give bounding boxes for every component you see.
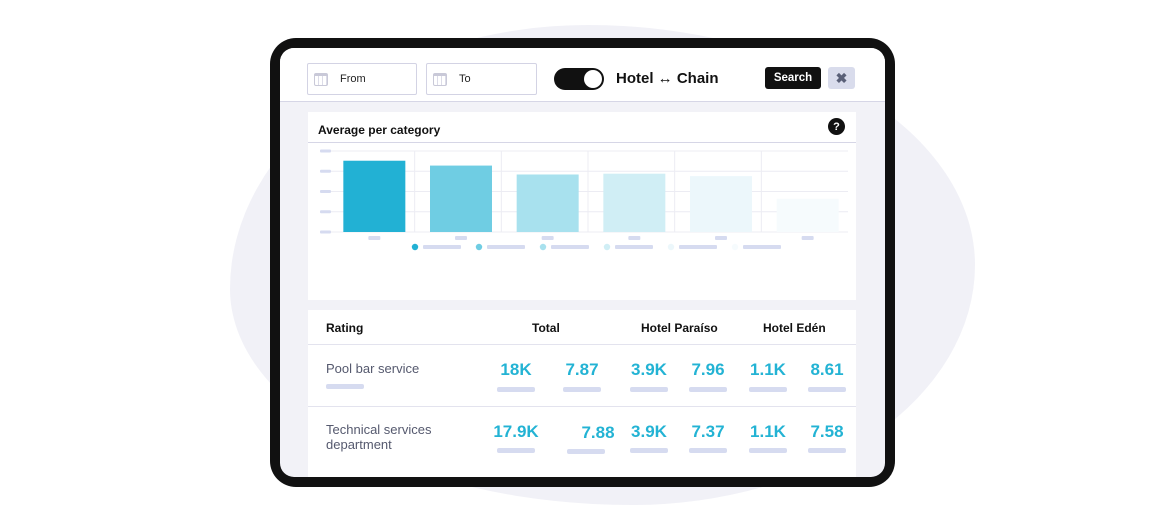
total-count: 17.9K: [493, 422, 539, 441]
y-tick-label-placeholder: [320, 149, 331, 153]
value-placeholder-bar: [563, 387, 601, 392]
row-label: Technical services department: [326, 422, 432, 452]
value-placeholder-bar: [808, 448, 846, 453]
total-count: 18K: [500, 360, 532, 379]
legend-dot: [667, 243, 675, 251]
column-header-hotel-paraiso: Hotel Paraíso: [641, 321, 718, 335]
x-tick-label-placeholder: [801, 236, 814, 240]
legend-label-placeholder: [423, 245, 461, 249]
hotel-paraiso-count: 3.9K: [631, 422, 667, 441]
hotel-eden-count: 1.1K: [750, 360, 786, 379]
y-tick-label-placeholder: [320, 230, 331, 234]
toggle-label: Hotel ↔ Chain: [616, 70, 719, 87]
chart-bar: [516, 174, 579, 232]
legend-label-placeholder: [615, 245, 653, 249]
chart-bar: [343, 160, 406, 232]
hotel-eden-average: 8.61: [810, 360, 844, 379]
search-button[interactable]: Search: [765, 67, 821, 89]
legend-dot: [731, 243, 739, 251]
ratings-table: Rating Total Hotel Paraíso Hotel Edén Po…: [308, 310, 856, 477]
hotel-eden-average: 7.58: [810, 422, 844, 441]
filter-bar: From To Hotel ↔ Chain Search ✖: [280, 48, 885, 102]
close-icon[interactable]: ✖: [828, 67, 855, 89]
chart-title: Average per category: [318, 123, 441, 137]
legend-dot: [411, 243, 419, 251]
hotel-paraiso-average: 7.37: [691, 422, 725, 441]
x-tick-label-placeholder: [455, 236, 467, 240]
chart-bar: [776, 198, 839, 232]
from-date-field[interactable]: From: [307, 63, 417, 95]
divider: [308, 142, 856, 143]
chart-card: Average per category ?: [308, 112, 856, 300]
from-date-placeholder: From: [340, 73, 366, 85]
column-header-hotel-eden: Hotel Edén: [763, 321, 826, 335]
to-date-field[interactable]: To: [426, 63, 537, 95]
legend-label-placeholder: [743, 245, 781, 249]
label-placeholder-bar: [326, 384, 364, 389]
legend-dot: [475, 243, 483, 251]
value-placeholder-bar: [689, 387, 727, 392]
x-tick-label-placeholder: [628, 236, 641, 240]
x-tick-label-placeholder: [715, 236, 727, 240]
tablet-screen: From To Hotel ↔ Chain Search ✖ Average p…: [280, 48, 885, 477]
chart-bar: [603, 173, 666, 232]
bar-chart: [320, 149, 848, 251]
x-tick-label-placeholder: [541, 236, 554, 240]
column-header-total: Total: [532, 321, 560, 335]
chart-bar: [430, 165, 492, 232]
y-tick-label-placeholder: [320, 169, 331, 173]
value-placeholder-bar: [630, 387, 668, 392]
column-header-rating: Rating: [326, 321, 364, 335]
value-placeholder-bar: [689, 448, 727, 453]
value-placeholder-bar: [749, 448, 787, 453]
toggle-knob: [584, 70, 602, 88]
legend-dot: [603, 243, 611, 251]
to-date-placeholder: To: [459, 73, 471, 85]
divider: [308, 406, 856, 407]
value-placeholder-bar: [497, 387, 535, 392]
hotel-eden-count: 1.1K: [750, 422, 786, 441]
row-label: Pool bar service: [326, 361, 420, 376]
legend-label-placeholder: [551, 245, 589, 249]
help-icon[interactable]: ?: [828, 118, 845, 135]
hotel-paraiso-average: 7.96: [691, 360, 725, 379]
hotel-chain-toggle[interactable]: [554, 68, 604, 90]
total-average: 7.88: [581, 423, 615, 442]
legend-dot: [539, 243, 547, 251]
value-placeholder-bar: [808, 387, 846, 392]
divider: [308, 344, 856, 345]
value-placeholder-bar: [749, 387, 787, 392]
chart-bar: [690, 176, 752, 232]
legend-label-placeholder: [679, 245, 717, 249]
calendar-icon: [433, 72, 447, 86]
y-tick-label-placeholder: [320, 190, 331, 193]
hotel-paraiso-count: 3.9K: [631, 360, 667, 379]
y-tick-label-placeholder: [320, 210, 331, 214]
legend-label-placeholder: [487, 245, 525, 249]
value-placeholder-bar: [497, 448, 535, 453]
calendar-icon: [314, 72, 328, 86]
x-tick-label-placeholder: [368, 236, 381, 240]
value-placeholder-bar: [630, 448, 668, 453]
value-placeholder-bar: [567, 449, 605, 454]
total-average: 7.87: [565, 360, 599, 379]
